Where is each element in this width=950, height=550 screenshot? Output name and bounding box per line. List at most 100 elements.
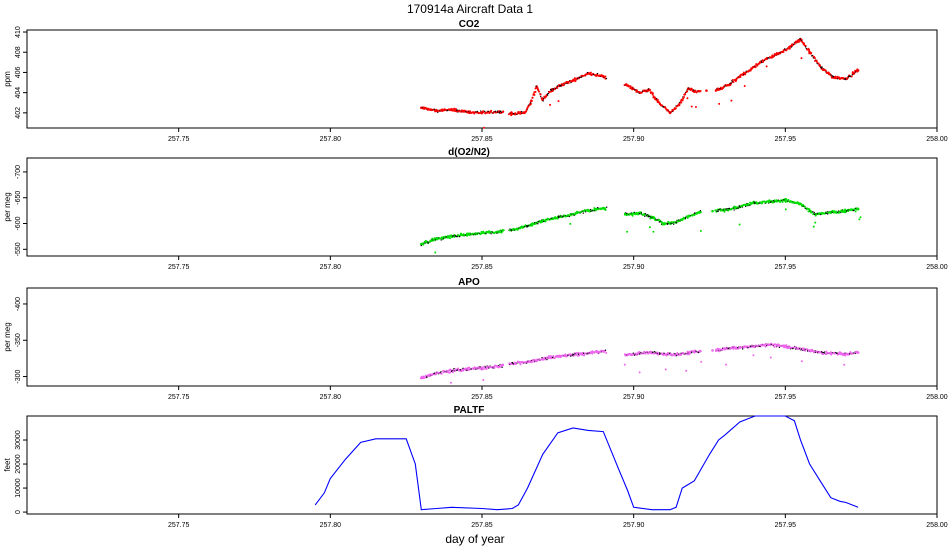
data-point (814, 213, 816, 215)
plot-frame (26, 287, 938, 387)
data-point (725, 208, 727, 210)
data-point (567, 82, 570, 85)
data-point (656, 98, 659, 101)
data-point (512, 508, 513, 509)
x-tick-label: 257.90 (623, 394, 645, 401)
data-point (573, 354, 575, 356)
data-point (542, 454, 543, 455)
data-point (652, 96, 655, 99)
data-point (844, 208, 847, 211)
data-point (674, 107, 677, 110)
data-point (490, 233, 492, 235)
data-point (424, 374, 427, 377)
data-point (798, 40, 801, 43)
panels-group: CO2 ppm 257.75 257.80 257.85 257.90 257.95 258.… (3, 19, 948, 529)
data-point (849, 351, 852, 354)
data-point (676, 352, 679, 355)
data-point (644, 90, 647, 93)
data-point (658, 218, 661, 221)
x-tick-label: 258.00 (926, 522, 948, 529)
data-point (831, 75, 833, 77)
data-point (804, 46, 807, 48)
data-point (434, 239, 437, 241)
data-point (815, 60, 818, 63)
data-point (479, 366, 481, 368)
data-point (568, 215, 570, 218)
data-point (537, 88, 540, 91)
data-point (459, 369, 462, 371)
data-point (770, 415, 771, 416)
data-point (824, 69, 827, 72)
data-point (605, 351, 608, 354)
data-point (773, 345, 776, 348)
data-point (822, 353, 825, 356)
x-tick-label: 257.90 (623, 522, 645, 529)
data-point (680, 353, 683, 356)
data-point (539, 93, 542, 96)
data-point (679, 101, 681, 104)
data-point (453, 367, 455, 370)
x-tick-label: 257.75 (168, 264, 190, 271)
data-point (547, 355, 550, 358)
data-point (562, 84, 565, 87)
data-point (783, 199, 785, 201)
data-point (754, 66, 757, 69)
data-point (627, 490, 628, 491)
data-point (785, 49, 788, 52)
data-point (502, 110, 505, 113)
data-point (566, 82, 568, 85)
data-point (851, 71, 854, 74)
data-point (582, 212, 585, 214)
y-axis-label: per meg (3, 192, 12, 221)
panel-2: d(O2/N2) per meg 257.75 257.80 257.85 257.90 2… (3, 147, 948, 271)
data-point (531, 224, 534, 227)
data-point (700, 360, 703, 363)
data-point (664, 368, 667, 371)
data-point (669, 509, 670, 510)
data-point (549, 103, 552, 106)
data-point (651, 509, 652, 510)
data-point (753, 201, 755, 203)
data-point (681, 218, 684, 221)
data-point (694, 89, 697, 92)
data-point (556, 85, 559, 87)
data-point (629, 85, 632, 88)
y-tick-label: 30000 (15, 430, 22, 450)
data-point (591, 351, 594, 354)
data-point (535, 85, 537, 88)
data-point (549, 354, 552, 357)
data-point (690, 351, 693, 354)
data-point (437, 111, 439, 114)
data-point (787, 199, 790, 202)
data-point (492, 367, 494, 369)
data-point (639, 353, 641, 355)
data-point (556, 217, 559, 220)
data-point (440, 239, 442, 241)
data-point (421, 509, 422, 510)
data-point (851, 208, 854, 211)
data-point (732, 347, 735, 350)
data-point (738, 223, 741, 226)
data-point (731, 78, 734, 81)
data-point (823, 351, 826, 353)
data-point (454, 107, 457, 110)
data-point (544, 358, 547, 361)
data-point (695, 350, 697, 352)
data-point (666, 353, 669, 356)
data-point (808, 50, 811, 53)
y-tick-label: 20000 (15, 454, 22, 474)
data-point (694, 480, 695, 481)
data-point (653, 216, 656, 219)
data-point (709, 454, 710, 455)
data-point (596, 350, 599, 353)
data-point (851, 74, 854, 76)
data-point (659, 352, 661, 355)
data-point (797, 38, 800, 41)
data-point (699, 229, 702, 232)
data-point (540, 95, 542, 98)
data-point (686, 97, 689, 100)
y-tick-label: 410 (15, 26, 22, 38)
x-axis-label: day of year (445, 532, 504, 546)
data-point (803, 205, 806, 208)
